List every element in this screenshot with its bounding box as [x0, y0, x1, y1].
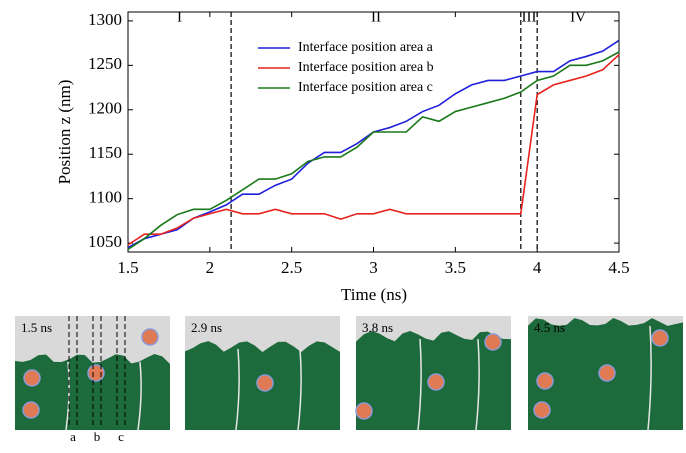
snapshot-panel: 2.9 ns — [185, 316, 340, 431]
snapshot-time: 2.9 ns — [191, 320, 222, 335]
x-tick-label: 3.5 — [445, 258, 466, 277]
y-tick-label: 1200 — [88, 99, 122, 118]
area-label: c — [118, 429, 124, 444]
legend-label: Interface position area c — [298, 80, 433, 95]
region-label: III — [521, 9, 536, 25]
snapshot-time: 4.5 ns — [534, 320, 565, 335]
crack — [137, 361, 142, 431]
region-label: I — [177, 9, 182, 25]
crack — [417, 338, 422, 431]
snapshot-time: 3.8 ns — [362, 320, 393, 335]
particle — [484, 333, 502, 351]
y-tick-label: 1300 — [88, 10, 122, 29]
particle — [427, 373, 445, 391]
crack — [647, 325, 652, 431]
series-line — [127, 51, 620, 251]
snapshot-time: 1.5 ns — [21, 320, 52, 335]
particle — [87, 364, 105, 382]
particle — [23, 369, 41, 387]
x-tick-label: 2 — [206, 258, 215, 277]
y-tick-label: 1050 — [88, 232, 122, 251]
particle — [22, 401, 40, 419]
legend-label: Interface position area b — [298, 60, 434, 75]
region-label: IV — [570, 9, 586, 25]
x-tick-label: 2.5 — [281, 258, 302, 277]
particle — [536, 372, 554, 390]
snapshot-panel: 3.8 ns — [355, 316, 511, 431]
area-label: a — [70, 429, 76, 444]
x-tick-label: 3 — [369, 258, 378, 277]
particle — [355, 402, 373, 420]
x-tick-label: 4.5 — [608, 258, 629, 277]
x-axis-label: Time (ns) — [341, 285, 407, 304]
x-tick-label: 4 — [533, 258, 542, 277]
area-label: b — [94, 429, 101, 444]
legend-label: Interface position area a — [298, 40, 434, 55]
x-tick-label: 1.5 — [117, 258, 138, 277]
series-line — [127, 54, 620, 246]
crack — [297, 348, 302, 431]
y-tick-label: 1250 — [88, 54, 122, 73]
y-tick-label: 1150 — [89, 143, 122, 162]
crack — [475, 338, 480, 431]
y-tick-label: 1100 — [89, 188, 122, 207]
y-axis-label: Position z (nm) — [55, 80, 74, 185]
particle — [598, 364, 616, 382]
particle — [141, 328, 159, 346]
particle — [533, 401, 551, 419]
particle — [651, 329, 669, 347]
region-label: II — [371, 9, 381, 25]
crack — [235, 348, 240, 431]
crack — [65, 361, 70, 431]
particle — [256, 374, 274, 392]
snapshot-panel: 4.5 ns — [528, 316, 683, 431]
